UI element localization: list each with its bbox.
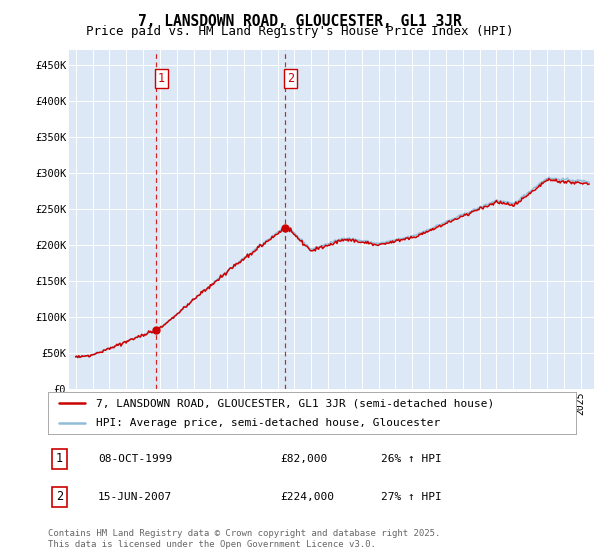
Text: 26% ↑ HPI: 26% ↑ HPI <box>380 454 442 464</box>
Text: 7, LANSDOWN ROAD, GLOUCESTER, GL1 3JR: 7, LANSDOWN ROAD, GLOUCESTER, GL1 3JR <box>138 14 462 29</box>
Text: HPI: Average price, semi-detached house, Gloucester: HPI: Average price, semi-detached house,… <box>95 418 440 428</box>
Text: Contains HM Land Registry data © Crown copyright and database right 2025.
This d: Contains HM Land Registry data © Crown c… <box>48 529 440 549</box>
Text: 15-JUN-2007: 15-JUN-2007 <box>98 492 172 502</box>
Point <box>281 223 290 232</box>
Text: 7, LANSDOWN ROAD, GLOUCESTER, GL1 3JR (semi-detached house): 7, LANSDOWN ROAD, GLOUCESTER, GL1 3JR (s… <box>95 398 494 408</box>
Text: 1: 1 <box>56 452 63 465</box>
Text: 2: 2 <box>56 491 63 503</box>
Point <box>151 325 161 334</box>
Text: 2: 2 <box>287 72 294 85</box>
Text: £82,000: £82,000 <box>280 454 328 464</box>
Text: 27% ↑ HPI: 27% ↑ HPI <box>380 492 442 502</box>
Text: £224,000: £224,000 <box>280 492 334 502</box>
Text: Price paid vs. HM Land Registry's House Price Index (HPI): Price paid vs. HM Land Registry's House … <box>86 25 514 38</box>
Text: 08-OCT-1999: 08-OCT-1999 <box>98 454 172 464</box>
Text: 1: 1 <box>158 72 165 85</box>
